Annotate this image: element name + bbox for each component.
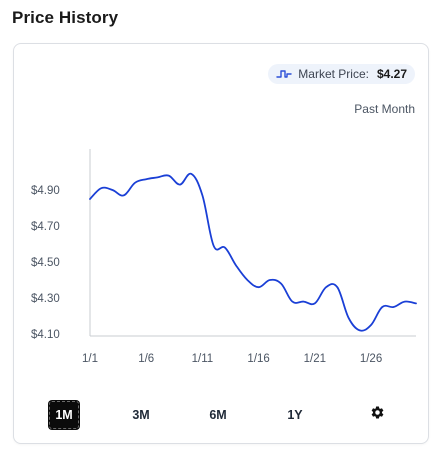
price-data-point (280, 283, 282, 285)
price-data-point (145, 178, 147, 180)
range-caption: Past Month (354, 102, 415, 116)
y-tick-label: $4.70 (31, 221, 60, 233)
x-tick-label: 1/26 (360, 353, 382, 365)
price-data-point (224, 247, 226, 249)
x-tick-label: 1/11 (192, 353, 214, 365)
price-data-point (179, 184, 181, 186)
y-tick-label: $4.90 (31, 185, 60, 197)
x-tick-label: 1/21 (304, 353, 326, 365)
y-tick-label: $4.50 (31, 257, 60, 269)
price-data-point (156, 176, 158, 178)
price-pulse-icon (276, 68, 292, 80)
price-data-point (348, 317, 350, 319)
price-data-point (235, 265, 237, 267)
market-price-value: $4.27 (376, 67, 407, 81)
price-line-chart: $4.90 $4.70 $4.50 $4.30 $4.10 1/1 1/6 1/11 1/16 1… (31, 149, 417, 365)
price-data-point (325, 286, 327, 288)
price-series-line (89, 172, 417, 332)
price-data-point (303, 301, 305, 303)
price-data-point (123, 194, 125, 196)
price-data-point (381, 306, 383, 308)
price-history-card: Market Price: $4.27 Past Month $4.90 $4.7… (13, 43, 429, 444)
market-price-label: Market Price: (298, 67, 369, 81)
price-data-point (258, 286, 260, 288)
page-title: Price History (12, 8, 119, 27)
market-price-badge: Market Price: $4.27 (268, 64, 415, 84)
tab-1y[interactable]: 1Y (287, 408, 303, 422)
price-data-point (370, 324, 372, 326)
price-data-point (336, 286, 338, 288)
price-data-point (100, 187, 102, 189)
x-tick-label: 1/6 (138, 353, 154, 365)
x-tick-label: 1/16 (247, 353, 269, 365)
price-data-point (134, 182, 136, 184)
price-data-point (359, 329, 361, 331)
price-data-point (246, 279, 248, 281)
y-tick-label: $4.30 (31, 293, 60, 305)
price-data-point (314, 302, 316, 304)
y-tick-label: $4.10 (31, 329, 60, 341)
gear-icon (370, 405, 385, 425)
price-data-point (269, 279, 271, 281)
price-data-point (168, 175, 170, 177)
price-data-point (393, 306, 395, 308)
price-data-point (291, 301, 293, 303)
price-data-point (190, 173, 192, 175)
price-data-point (89, 198, 91, 200)
x-tick-label: 1/1 (82, 353, 98, 365)
tab-6m[interactable]: 6M (209, 408, 227, 422)
price-data-point (415, 302, 417, 304)
price-data-point (201, 194, 203, 196)
price-data-point (111, 189, 113, 191)
price-data-point (213, 245, 215, 247)
price-data-point (404, 301, 406, 303)
chart-settings-button[interactable] (362, 400, 392, 430)
tab-3m[interactable]: 3M (132, 408, 150, 422)
tab-1m[interactable]: 1M (48, 400, 80, 430)
range-tab-bar: 1M 3M 6M 1Y (14, 400, 428, 430)
